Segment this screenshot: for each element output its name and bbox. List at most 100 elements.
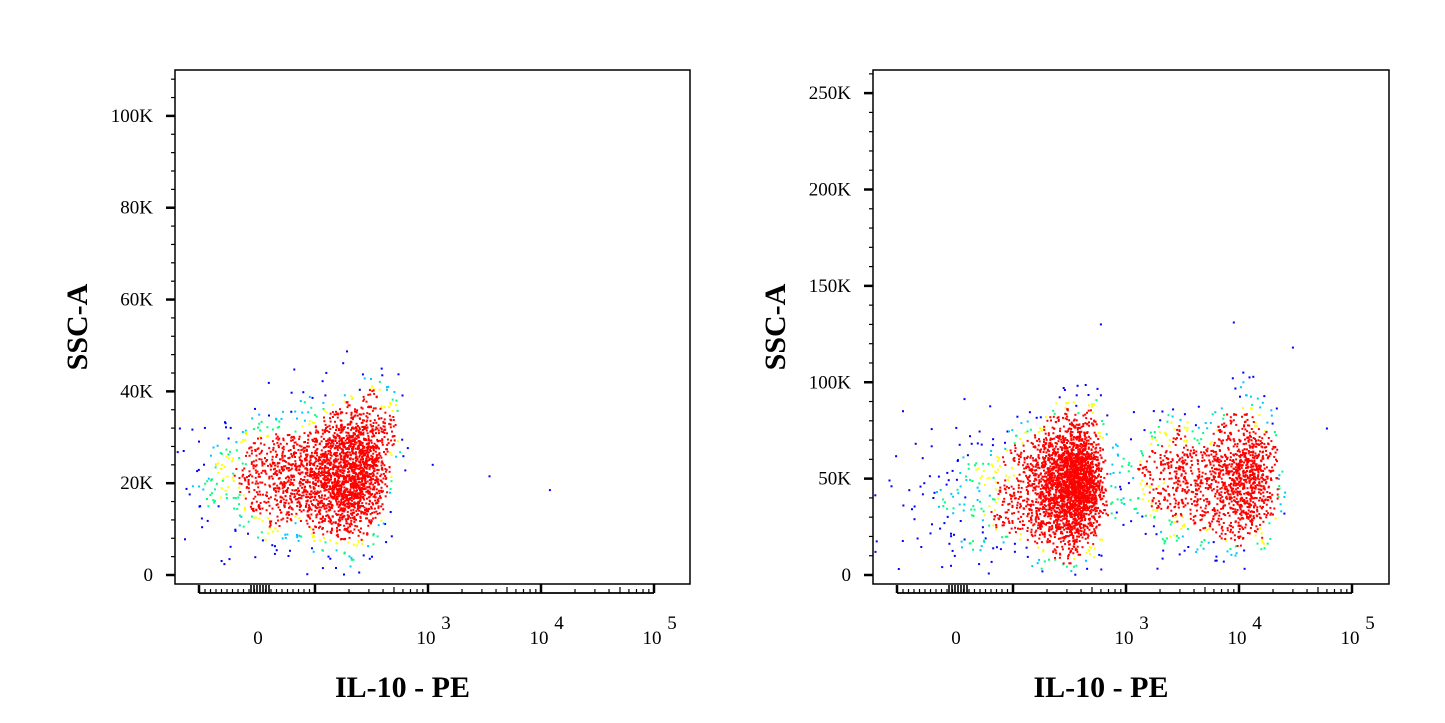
event-dot xyxy=(375,395,378,398)
event-dot xyxy=(276,453,279,456)
event-dot xyxy=(941,566,944,569)
event-dot xyxy=(355,435,358,438)
event-dot xyxy=(314,414,317,417)
event-dot xyxy=(376,438,379,441)
event-dot xyxy=(1089,409,1092,412)
event-dot xyxy=(1225,438,1228,441)
event-dot xyxy=(1042,522,1045,525)
event-dot xyxy=(1030,533,1033,536)
event-dot xyxy=(961,546,963,549)
event-dot xyxy=(1254,440,1257,443)
event-dot xyxy=(343,503,346,506)
event-dot xyxy=(317,491,319,494)
event-dot xyxy=(1252,501,1255,504)
event-dot xyxy=(386,386,388,389)
event-dot xyxy=(257,486,260,489)
event-dot xyxy=(334,457,337,460)
event-dot xyxy=(1265,453,1268,456)
event-dot xyxy=(1184,504,1187,507)
event-dot xyxy=(329,439,332,442)
event-dot xyxy=(349,458,352,461)
event-dot xyxy=(288,506,290,509)
event-dot xyxy=(301,486,304,489)
event-dot xyxy=(1232,321,1235,324)
event-dot xyxy=(315,437,318,440)
event-dot xyxy=(1203,499,1205,502)
event-dot xyxy=(304,458,306,460)
event-dot xyxy=(234,528,237,531)
event-dot xyxy=(1152,525,1155,528)
event-dot xyxy=(359,515,362,518)
event-dot xyxy=(336,467,339,470)
event-dot xyxy=(1005,485,1008,488)
event-dot xyxy=(338,435,341,438)
event-dot xyxy=(345,412,348,415)
event-dot xyxy=(357,501,360,504)
event-dot xyxy=(931,523,933,526)
event-dot xyxy=(1186,453,1188,456)
event-dot xyxy=(331,481,333,484)
event-dot xyxy=(375,457,377,460)
event-dot xyxy=(242,525,245,528)
event-dot xyxy=(314,440,316,443)
event-dot xyxy=(1264,430,1267,433)
event-dot xyxy=(1175,470,1178,473)
y-axis-title: SSC-A xyxy=(61,283,94,370)
event-dot xyxy=(332,497,335,500)
y-tick-label: 60K xyxy=(120,290,153,311)
event-dot xyxy=(1228,437,1231,440)
event-dot xyxy=(346,494,348,497)
event-dot xyxy=(308,481,311,484)
event-dot xyxy=(1186,429,1189,432)
event-dot xyxy=(1222,469,1224,472)
event-dot xyxy=(206,498,208,500)
event-dot xyxy=(324,423,327,426)
event-dot xyxy=(1180,473,1183,476)
event-dot xyxy=(299,400,302,403)
event-dot xyxy=(394,424,397,426)
event-dot xyxy=(268,475,271,478)
event-dot xyxy=(251,501,254,504)
event-dot xyxy=(1254,421,1257,424)
event-dot xyxy=(1101,538,1104,541)
event-dot xyxy=(351,440,354,442)
event-dot xyxy=(1181,456,1184,459)
event-dot xyxy=(341,442,344,444)
event-dot xyxy=(1249,492,1252,495)
event-dot xyxy=(1028,474,1031,477)
event-dot xyxy=(377,524,380,527)
event-dot xyxy=(308,516,311,519)
event-dot xyxy=(273,552,276,555)
event-dot xyxy=(1252,430,1255,433)
event-dot xyxy=(1143,466,1146,469)
event-dot xyxy=(1177,433,1180,436)
event-dot xyxy=(375,502,377,505)
event-dot xyxy=(369,448,371,451)
event-dot xyxy=(359,492,361,495)
event-dot xyxy=(1244,523,1247,526)
event-dot xyxy=(223,465,226,468)
event-dot xyxy=(1235,413,1238,416)
event-dot xyxy=(355,514,358,516)
event-dot xyxy=(368,451,370,454)
event-dot xyxy=(1228,524,1231,527)
event-dot xyxy=(378,447,380,450)
event-dot xyxy=(1243,448,1246,451)
event-dot xyxy=(349,421,352,424)
event-dot xyxy=(950,532,952,535)
event-dot xyxy=(367,443,370,446)
event-dot xyxy=(1061,545,1064,548)
event-dot xyxy=(285,489,287,492)
event-dot xyxy=(275,470,278,472)
event-dot xyxy=(232,480,235,482)
event-dot xyxy=(280,518,283,521)
event-dot xyxy=(323,459,326,462)
event-dot xyxy=(1198,476,1201,479)
event-dot xyxy=(328,488,330,491)
event-dot xyxy=(1185,444,1188,447)
event-dot xyxy=(383,436,386,438)
event-dot xyxy=(376,477,379,480)
event-dot xyxy=(1038,438,1040,441)
event-dot xyxy=(337,513,340,516)
event-dot xyxy=(1166,420,1169,423)
